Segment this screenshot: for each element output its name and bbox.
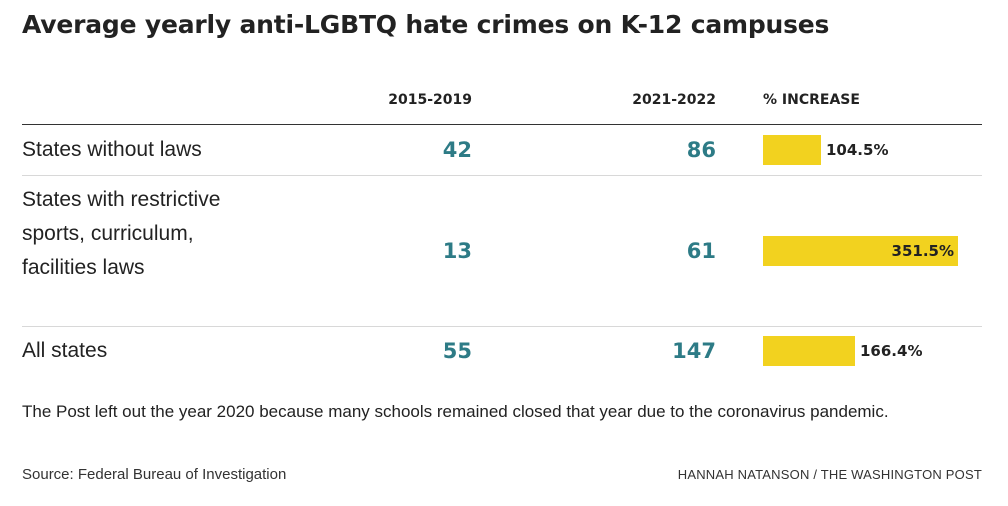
increase-label: 166.4% xyxy=(860,342,923,360)
increase-bar xyxy=(763,236,958,266)
row-label: States without laws xyxy=(22,138,202,161)
value-2021-2022: 147 xyxy=(672,339,716,363)
value-2015-2019: 42 xyxy=(442,138,472,162)
column-header-2021-2022: 2021-2022 xyxy=(632,92,716,108)
row-label: States with restrictive sports, curricul… xyxy=(22,188,221,279)
column-header-2015-2019: 2015-2019 xyxy=(388,92,472,108)
column-header-pct-increase: % INCREASE xyxy=(763,92,860,108)
row-label: All states xyxy=(22,339,108,362)
credit-line: HANNAH NATANSON / THE WASHINGTON POST xyxy=(677,467,982,482)
source-line: Source: Federal Bureau of Investigation xyxy=(22,466,287,483)
row-divider xyxy=(22,175,982,176)
chart-title: Average yearly anti-LGBTQ hate crimes on… xyxy=(22,10,830,39)
value-2021-2022: 61 xyxy=(686,239,716,263)
increase-bar xyxy=(763,336,855,366)
increase-label: 351.5% xyxy=(891,242,954,260)
header-divider xyxy=(22,124,982,125)
value-2021-2022: 86 xyxy=(686,138,716,162)
increase-bar xyxy=(763,135,821,165)
value-2015-2019: 55 xyxy=(442,339,472,363)
row-divider xyxy=(22,326,982,327)
increase-label: 104.5% xyxy=(826,141,889,159)
footnote: The Post left out the year 2020 because … xyxy=(22,402,889,421)
value-2015-2019: 13 xyxy=(442,239,472,263)
